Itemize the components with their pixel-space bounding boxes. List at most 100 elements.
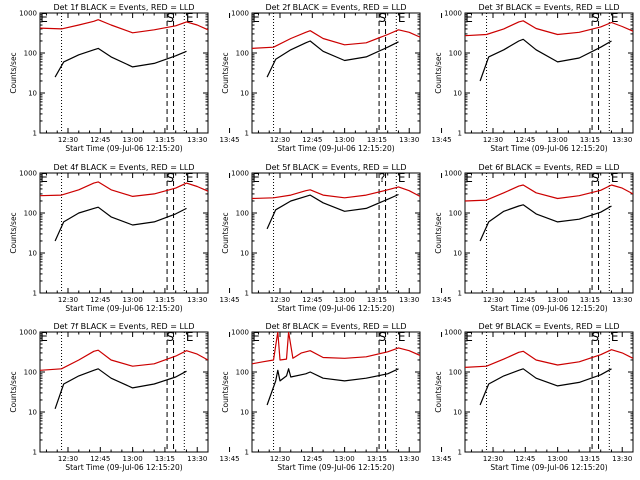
x-tick-label: 13:15 [155, 455, 175, 463]
x-tick-label: 12:45 [515, 296, 535, 304]
x-tick-label: 13:15 [155, 136, 175, 144]
marker-letter: S [591, 171, 599, 185]
y-axis-label: Counts/sec [221, 212, 230, 253]
plot-frame [39, 331, 209, 453]
x-axis-label: Start Time (09-Jul-06 12:15:20) [277, 304, 394, 313]
x-tick-label: 13:00 [335, 455, 355, 463]
y-tick-label: 1000 [444, 170, 462, 178]
events-series-line [266, 193, 399, 230]
lld-series-line [252, 332, 420, 365]
marker-letter: S [378, 330, 386, 344]
y-tick-label: 1000 [19, 329, 37, 337]
y-tick-label: 10 [240, 250, 249, 258]
y-tick-label: 10 [28, 250, 37, 258]
events-series-line [54, 368, 187, 409]
x-axis-label: Start Time (09-Jul-06 12:15:20) [490, 144, 607, 153]
x-axis-label: Start Time (09-Jul-06 12:15:20) [490, 304, 607, 313]
marker-letter: E [611, 330, 619, 344]
lld-series-line [40, 349, 208, 371]
x-axis-label: Start Time (09-Jul-06 12:15:20) [277, 463, 394, 472]
y-tick-label: 1000 [19, 10, 37, 18]
events-series-line [54, 206, 187, 242]
events-series-line [266, 40, 399, 78]
y-tick-label: 100 [24, 50, 37, 58]
x-tick-label: 13:45 [219, 136, 239, 144]
x-tick-label: 12:30 [58, 136, 78, 144]
x-tick-label: 13:00 [335, 296, 355, 304]
x-tick-label: 13:30 [612, 455, 632, 463]
y-tick-label: 100 [449, 369, 462, 377]
x-tick-label: 13:00 [548, 136, 568, 144]
y-tick-label: 100 [236, 50, 249, 58]
y-tick-label: 1000 [19, 170, 37, 178]
y-tick-label: 1 [458, 130, 462, 138]
marker-letter: ? [379, 171, 385, 185]
y-tick-label: 1000 [444, 10, 462, 18]
y-tick-label: 1 [458, 290, 462, 298]
marker-letter: E [186, 11, 194, 25]
panel-title: Det 7f BLACK = Events, RED = LLD [53, 322, 194, 331]
x-tick-label: 12:30 [270, 136, 290, 144]
marker-letter: E [611, 171, 619, 185]
y-tick-label: 1000 [231, 10, 249, 18]
y-tick-label: 1 [33, 449, 37, 457]
y-axis-label: Counts/sec [434, 52, 443, 93]
lld-series-line [465, 349, 633, 368]
panel-title: Det 5f BLACK = Events, RED = LLD [265, 163, 406, 172]
y-tick-label: 10 [453, 250, 462, 258]
x-tick-label: 12:30 [483, 296, 503, 304]
x-tick-label: 13:15 [580, 455, 600, 463]
marker-letter: E [186, 171, 194, 185]
y-tick-label: 10 [453, 409, 462, 417]
panel-2: Det 2f BLACK = Events, RED = LLD 1 10 100 10… [221, 3, 452, 153]
plot-frame [251, 12, 421, 134]
marker-letter: E [465, 330, 473, 344]
panel-1: Det 1f BLACK = Events, RED = LLD 1 10 100 10… [9, 3, 240, 153]
marker-letter: S [591, 330, 599, 344]
x-tick-label: 13:00 [123, 136, 143, 144]
panel-title: Det 1f BLACK = Events, RED = LLD [53, 3, 194, 12]
plot-frame [464, 12, 634, 134]
marker-letter: S [166, 330, 174, 344]
x-tick-label: 13:15 [580, 296, 600, 304]
x-tick-label: 12:45 [302, 296, 322, 304]
panel-title: Det 3f BLACK = Events, RED = LLD [478, 3, 619, 12]
x-axis-label: Start Time (09-Jul-06 12:15:20) [65, 304, 182, 313]
lld-series-line [40, 181, 208, 197]
panel-9: Det 9f BLACK = Events, RED = LLD 1 10 100 10… [434, 322, 634, 472]
marker-letter: E [40, 11, 48, 25]
x-tick-label: 13:30 [187, 136, 207, 144]
x-tick-label: 12:45 [302, 136, 322, 144]
x-tick-label: 13:00 [123, 455, 143, 463]
marker-letter: E [252, 11, 260, 25]
marker-letter: S [591, 11, 599, 25]
x-tick-label: 13:15 [367, 136, 387, 144]
x-tick-label: 12:45 [90, 136, 110, 144]
x-tick-label: 12:45 [515, 455, 535, 463]
panel-8: Det 8f BLACK = Events, RED = LLD 1 10 100 10… [221, 322, 452, 472]
x-tick-label: 13:45 [431, 296, 451, 304]
events-series-line [479, 204, 612, 242]
x-tick-label: 13:30 [612, 136, 632, 144]
panel-5: Det 5f BLACK = Events, RED = LLD 1 10 100 10… [221, 163, 452, 313]
panel-title: Det 8f BLACK = Events, RED = LLD [265, 322, 406, 331]
y-tick-label: 1 [245, 130, 249, 138]
x-axis-label: Start Time (09-Jul-06 12:15:20) [65, 463, 182, 472]
marker-letter: E [40, 171, 48, 185]
x-tick-label: 13:45 [219, 296, 239, 304]
x-tick-label: 12:30 [270, 296, 290, 304]
lld-series-line [252, 186, 420, 200]
marker-letter: S [166, 11, 174, 25]
marker-letter: E [611, 11, 619, 25]
panel-3: Det 3f BLACK = Events, RED = LLD 1 10 100 10… [434, 3, 634, 153]
x-axis-label: Start Time (09-Jul-06 12:15:20) [277, 144, 394, 153]
marker-letter: E [186, 330, 194, 344]
x-tick-label: 13:45 [431, 455, 451, 463]
plot-frame [464, 172, 634, 294]
x-tick-label: 12:45 [90, 296, 110, 304]
x-tick-label: 13:00 [335, 136, 355, 144]
x-tick-label: 13:15 [580, 136, 600, 144]
x-tick-label: 13:30 [187, 296, 207, 304]
y-tick-label: 100 [449, 210, 462, 218]
y-tick-label: 1 [33, 130, 37, 138]
